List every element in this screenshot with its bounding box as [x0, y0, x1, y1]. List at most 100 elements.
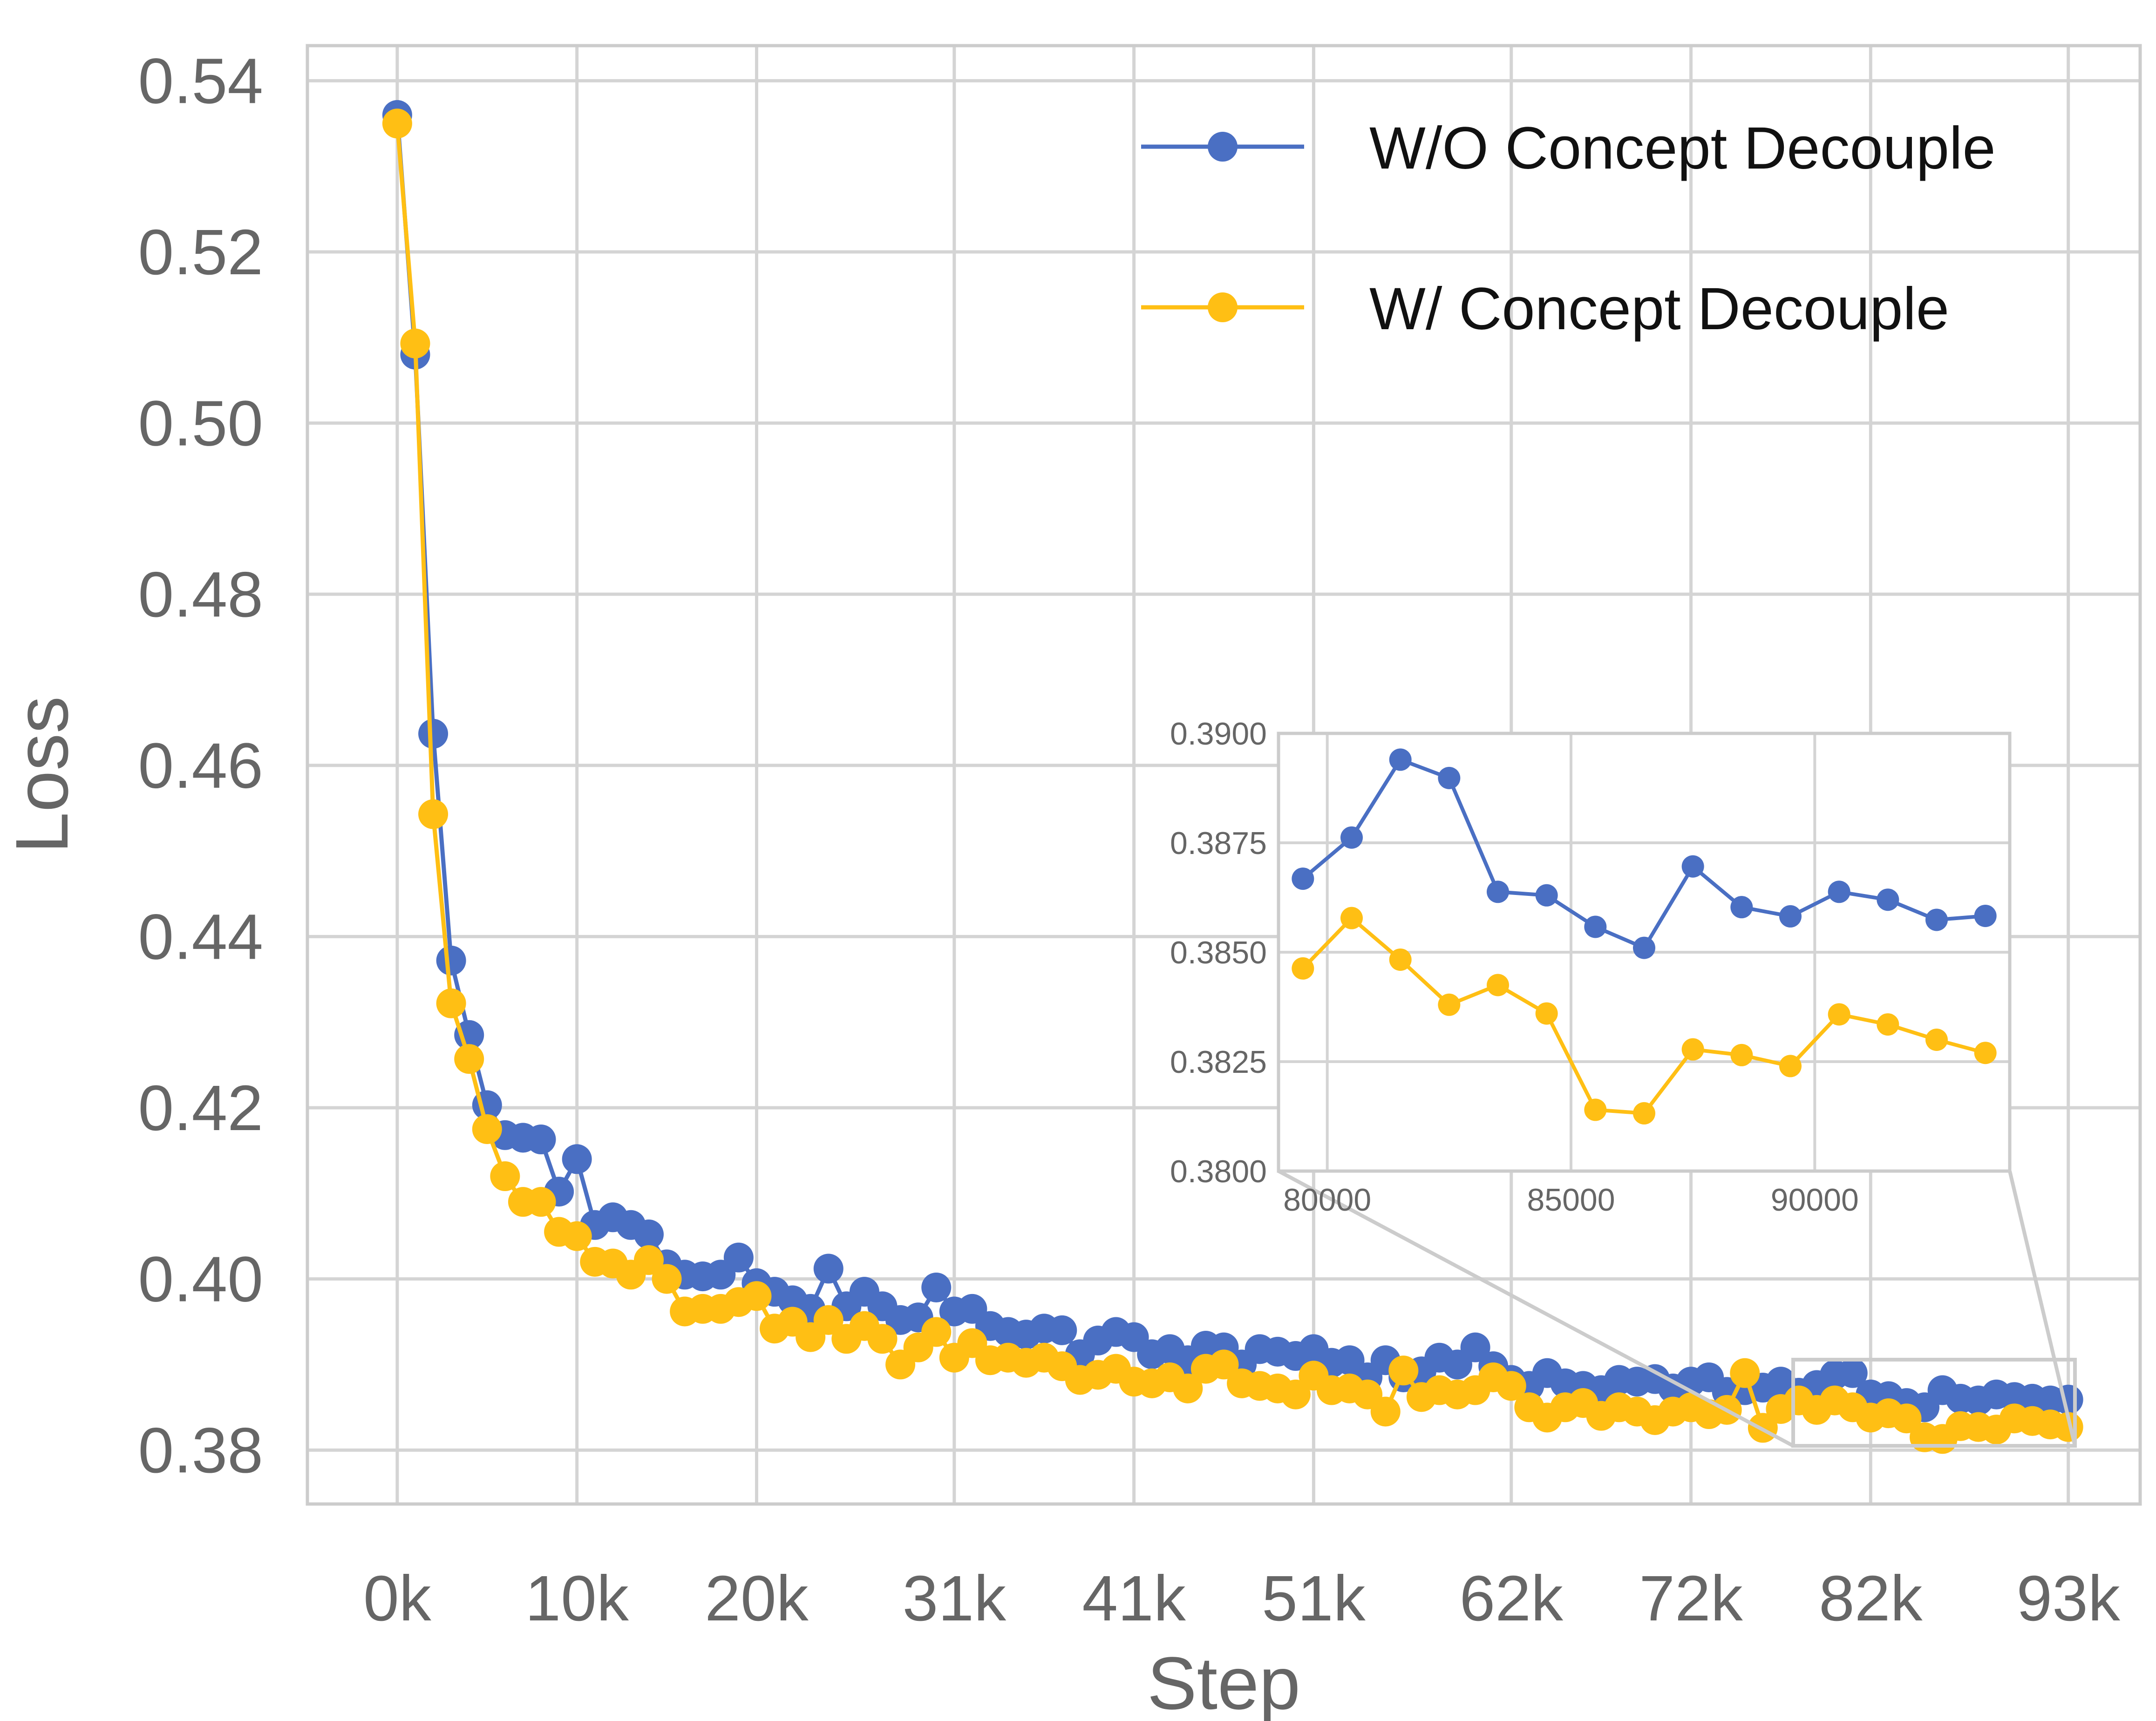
- data-point: [1370, 1396, 1401, 1427]
- inset-data-point: [1633, 936, 1655, 959]
- inset-data-point: [1974, 1042, 1997, 1064]
- inset-y-tick-labels: 0.3800 0.3825 0.3850 0.3875 0.3900: [1170, 716, 1267, 1189]
- inset-data-point: [1487, 881, 1509, 903]
- inset-data-point: [1340, 826, 1363, 849]
- inset-y-tick-label: 0.3825: [1170, 1044, 1267, 1080]
- data-point: [436, 945, 466, 976]
- legend-entry-w: W/ Concept Decouple: [1141, 276, 1949, 342]
- data-point: [382, 108, 412, 139]
- x-tick-label: 93k: [2016, 1563, 2120, 1634]
- inset-data-point: [1925, 908, 1948, 931]
- data-point: [741, 1281, 772, 1311]
- data-point: [921, 1317, 952, 1347]
- data-point: [921, 1272, 952, 1302]
- data-point: [652, 1264, 682, 1294]
- data-point: [526, 1125, 556, 1154]
- inset-series-w-concept-decouple: [1292, 907, 1997, 1125]
- inset-zoom-chart: 80000 85000 90000 0.3800 0.3825 0.3850 0.3875…: [1170, 716, 2012, 1218]
- inset-data-point: [1535, 1002, 1558, 1025]
- inset-data-point: [1877, 888, 1899, 911]
- main-series-layer: [382, 100, 2083, 1454]
- data-point: [472, 1114, 502, 1144]
- data-point: [813, 1305, 843, 1335]
- inset-data-point: [1389, 748, 1412, 771]
- y-tick-label: 0.42: [138, 1072, 263, 1144]
- data-point: [633, 1245, 664, 1275]
- inset-x-tick-label: 90000: [1771, 1182, 1859, 1218]
- zoom-box: [1791, 1358, 2077, 1448]
- data-point: [436, 988, 466, 1018]
- inset-data-point: [1438, 993, 1461, 1016]
- y-tick-label: 0.48: [138, 559, 263, 630]
- inset-data-point: [1633, 1102, 1655, 1125]
- inset-data-point: [1730, 896, 1753, 919]
- main-grid: [307, 46, 2140, 1504]
- data-point: [867, 1324, 898, 1354]
- data-point: [454, 1044, 484, 1074]
- inset-x-tick-label: 85000: [1527, 1182, 1615, 1218]
- y-tick-label: 0.54: [138, 45, 263, 117]
- inset-data-point: [1974, 904, 1997, 927]
- inset-data-point: [1779, 905, 1802, 928]
- inset-data-point: [1584, 915, 1607, 938]
- data-point: [418, 718, 449, 749]
- inset-data-point: [1730, 1043, 1753, 1066]
- data-point: [418, 799, 449, 829]
- y-tick-label: 0.46: [138, 730, 263, 802]
- inset-y-tick-label: 0.3850: [1170, 935, 1267, 970]
- y-tick-label: 0.52: [138, 217, 263, 288]
- y-tick-label: 0.40: [138, 1244, 263, 1315]
- x-tick-label: 41k: [1082, 1563, 1186, 1634]
- y-tick-label: 0.44: [138, 901, 263, 973]
- y-axis-label: Loss: [0, 696, 83, 854]
- inset-data-point: [1925, 1029, 1948, 1051]
- inset-data-point: [1535, 884, 1558, 907]
- x-tick-label: 20k: [705, 1563, 809, 1634]
- data-point: [1388, 1355, 1419, 1386]
- plot-frame: [306, 44, 2142, 1506]
- inset-data-point: [1389, 948, 1412, 971]
- inset-x-tick-labels: 80000 85000 90000: [1283, 1182, 1859, 1218]
- legend-entry-wo: W/O Concept Decouple: [1141, 115, 1996, 182]
- inset-data-point: [1487, 974, 1509, 996]
- data-point: [490, 1161, 520, 1192]
- data-point: [1460, 1332, 1490, 1362]
- inset-data-point: [1828, 881, 1850, 903]
- inset-x-tick-label: 80000: [1283, 1182, 1371, 1218]
- y-tick-label: 0.50: [138, 388, 263, 460]
- inset-data-point: [1877, 1013, 1899, 1036]
- x-tick-label: 10k: [525, 1563, 629, 1634]
- x-tick-labels: 0k 10k 20k 31k 41k 51k 62k 72k 82k 93k: [363, 1563, 2121, 1634]
- data-point: [1891, 1403, 1922, 1434]
- data-point: [1209, 1349, 1239, 1380]
- data-point: [633, 1220, 664, 1250]
- x-tick-label: 31k: [903, 1563, 1007, 1634]
- zoom-indicator: [1278, 1169, 2077, 1448]
- inset-data-point: [1438, 766, 1461, 789]
- x-tick-label: 62k: [1460, 1563, 1564, 1634]
- inset-data-point: [1292, 957, 1314, 980]
- inset-data-point: [1340, 907, 1363, 929]
- zoom-connector-left: [1278, 1169, 1794, 1448]
- data-point: [562, 1144, 592, 1174]
- y-tick-label: 0.38: [138, 1415, 263, 1486]
- inset-series-layer: [1292, 748, 1997, 1125]
- data-point: [1730, 1358, 1760, 1388]
- inset-y-tick-label: 0.3900: [1170, 716, 1267, 752]
- data-point: [562, 1221, 592, 1251]
- inset-y-tick-label: 0.3800: [1170, 1154, 1267, 1189]
- inset-y-tick-label: 0.3875: [1170, 826, 1267, 861]
- x-tick-label: 51k: [1262, 1563, 1366, 1634]
- x-axis-label: Step: [1147, 1641, 1300, 1721]
- data-point: [1047, 1315, 1077, 1345]
- legend-label-w: W/ Concept Decouple: [1369, 276, 1949, 342]
- data-point: [1837, 1358, 1868, 1388]
- x-tick-label: 82k: [1819, 1563, 1923, 1634]
- zoom-connector-right: [2008, 1171, 2077, 1446]
- inset-data-point: [1292, 867, 1314, 890]
- inset-data-point: [1681, 855, 1704, 878]
- data-point: [1496, 1371, 1526, 1401]
- inset-data-point: [1779, 1055, 1802, 1077]
- data-point: [1173, 1373, 1203, 1403]
